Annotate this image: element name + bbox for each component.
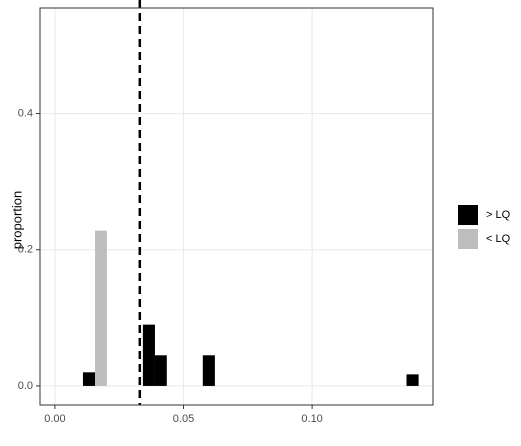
bar bbox=[82, 372, 96, 386]
bar bbox=[142, 324, 155, 386]
x-tick-label: 0.00 bbox=[44, 413, 65, 425]
legend-label: < LQ bbox=[486, 233, 511, 245]
x-tick-label: 0.10 bbox=[301, 413, 322, 425]
x-tick-label: 0.05 bbox=[173, 413, 194, 425]
y-axis-label: proportion bbox=[9, 191, 24, 250]
y-tick-label: 0.0 bbox=[18, 380, 33, 392]
y-tick-label: 0.2 bbox=[18, 244, 33, 256]
bar bbox=[202, 355, 215, 386]
legend-label: > LQ bbox=[486, 209, 511, 221]
bar bbox=[154, 355, 167, 386]
panel-border bbox=[39, 7, 434, 406]
legend-key bbox=[458, 205, 478, 225]
bar bbox=[406, 374, 419, 386]
y-tick-label: 0.4 bbox=[18, 107, 33, 119]
legend-key bbox=[458, 229, 478, 249]
bar bbox=[95, 230, 107, 386]
